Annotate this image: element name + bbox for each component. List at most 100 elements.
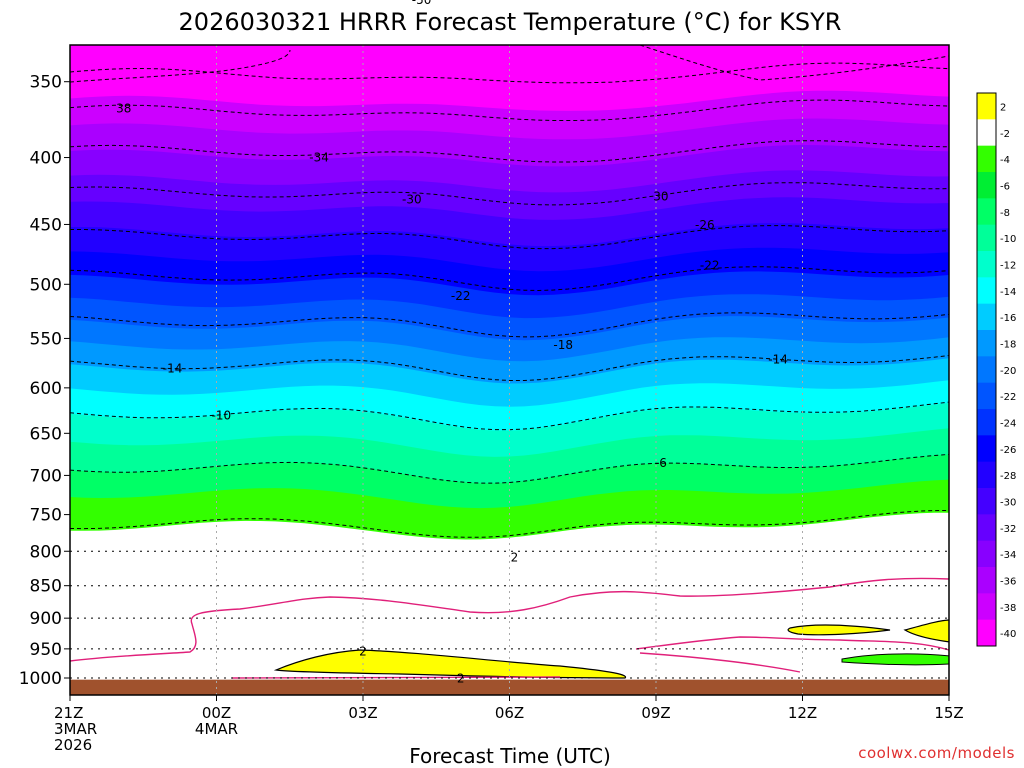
contour-label: -10 xyxy=(212,409,232,423)
x-tick-label: 03Z xyxy=(348,704,377,722)
colorbar-swatch xyxy=(977,461,996,489)
warm-pocket-shade xyxy=(787,624,891,636)
contour-label: 2 xyxy=(457,671,465,685)
contour-label: 2 xyxy=(359,645,367,659)
y-axis: 2503003504004505005506006507007508008509… xyxy=(19,0,70,689)
x-tick-label: 2026 xyxy=(54,736,92,754)
colorbar-swatch xyxy=(977,514,996,542)
colorbar-label: -4 xyxy=(1000,155,1010,166)
colorbar-label: -40 xyxy=(1000,629,1016,640)
chart-title: 2026030321 HRRR Forecast Temperature (°C… xyxy=(179,8,842,36)
colorbar-swatch xyxy=(977,119,996,147)
contour-label: -30 xyxy=(402,192,422,206)
colorbar-swatch xyxy=(977,251,996,278)
colorbar-label: -18 xyxy=(1000,339,1016,350)
x-tick-label: 00Z xyxy=(202,704,231,722)
colorbar-label: -20 xyxy=(1000,366,1016,377)
colorbar-swatch xyxy=(977,198,996,226)
colorbar-swatch xyxy=(977,382,996,410)
y-tick-label: 700 xyxy=(30,466,62,486)
y-tick-label: 350 xyxy=(30,73,62,93)
y-tick-label: 900 xyxy=(30,609,62,629)
colorbar-label: -6 xyxy=(1000,181,1010,192)
y-tick-label: 750 xyxy=(30,506,62,526)
colorbar-swatch xyxy=(977,409,996,436)
colorbar-label: -28 xyxy=(1000,471,1016,482)
colorbar-label: -8 xyxy=(1000,208,1010,219)
colorbar-label: -36 xyxy=(1000,576,1016,587)
colorbar-label: -22 xyxy=(1000,392,1016,403)
colorbar-label: -30 xyxy=(1000,497,1016,508)
colorbar-swatch xyxy=(977,303,996,331)
colorbar-label: -26 xyxy=(1000,445,1016,456)
x-tick-label: 15Z xyxy=(934,704,963,722)
freezing-line xyxy=(635,636,949,651)
colorbar-swatch xyxy=(977,435,996,463)
colorbar-label: -12 xyxy=(1000,260,1016,271)
colorbar-label: 2 xyxy=(1000,102,1006,113)
contour-label: 30 xyxy=(653,189,668,203)
colorbar-swatch xyxy=(977,593,996,621)
colorbar-label: -14 xyxy=(1000,287,1016,298)
colorbar-swatch xyxy=(977,619,996,647)
y-tick-label: 450 xyxy=(30,215,62,235)
freezing-line xyxy=(70,577,949,662)
temperature-bands xyxy=(70,45,949,695)
colorbar-swatch xyxy=(977,145,996,173)
x-tick-label: 3MAR xyxy=(54,720,97,738)
y-tick-label: 1000 xyxy=(19,669,62,689)
colorbar-swatch xyxy=(977,277,996,305)
warm-pocket-shade xyxy=(903,619,949,643)
x-tick-label: 4MAR xyxy=(195,720,238,738)
colorbar-swatch xyxy=(977,330,996,357)
colorbar-label: -16 xyxy=(1000,313,1016,324)
colorbar-swatch xyxy=(977,356,996,384)
x-tick-label: 12Z xyxy=(788,704,817,722)
colorbar-swatch xyxy=(977,93,996,120)
contour-label: -34 xyxy=(309,151,329,165)
colorbar-label: -38 xyxy=(1000,603,1016,614)
x-tick-label: 09Z xyxy=(641,704,670,722)
y-tick-label: 300 xyxy=(30,0,62,5)
y-tick-label: 850 xyxy=(30,577,62,597)
contour-label: -50 xyxy=(412,0,432,7)
colorbar-label: -2 xyxy=(1000,129,1010,140)
isotherm-line xyxy=(70,45,949,83)
y-tick-label: 550 xyxy=(30,329,62,349)
contour-label: -22 xyxy=(700,258,720,272)
y-tick-label: 400 xyxy=(30,149,62,169)
y-tick-label: 500 xyxy=(30,275,62,295)
y-tick-label: 600 xyxy=(30,379,62,399)
y-tick-label: 650 xyxy=(30,424,62,444)
contour-label: -26 xyxy=(695,218,715,232)
contour-label: -18 xyxy=(553,338,573,352)
contour-label: -14 xyxy=(768,352,788,366)
y-tick-label: 800 xyxy=(30,542,62,562)
colorbar-swatch xyxy=(977,488,996,515)
colorbar-label: -32 xyxy=(1000,524,1016,535)
isotherm-line xyxy=(70,453,949,484)
colorbar-label: -24 xyxy=(1000,418,1016,429)
source-credit[interactable]: coolwx.com/models xyxy=(858,744,1015,762)
contour-label: 38 xyxy=(116,101,131,115)
x-tick-label: 06Z xyxy=(495,704,524,722)
contour-label: -6 xyxy=(655,456,667,470)
isotherm-line xyxy=(70,355,949,381)
x-axis-label: Forecast Time (UTC) xyxy=(409,744,611,768)
contour-label: -14 xyxy=(163,362,183,376)
colorbar-swatch xyxy=(977,567,996,594)
colorbar-swatch xyxy=(977,224,996,252)
contour-labels: -58-5038-34-3030-26-22-22-18-14-14-10-62… xyxy=(116,0,788,685)
colorbar-swatch xyxy=(977,540,996,568)
cool-pocket-shade xyxy=(841,653,949,666)
contour-label: -22 xyxy=(451,289,471,303)
colorbar-label: -10 xyxy=(1000,234,1016,245)
y-tick-label: 950 xyxy=(30,640,62,660)
freezing-line xyxy=(231,676,561,679)
colorbar-frame xyxy=(976,92,997,647)
grid-lines xyxy=(70,45,949,695)
x-tick-label: 21Z xyxy=(54,704,83,722)
colorbar-legend: 2 -2 -4 -6 -8 -10 -12 -14 -16 -18 -20 -22 -24 -26 -28 -… xyxy=(976,92,1016,647)
